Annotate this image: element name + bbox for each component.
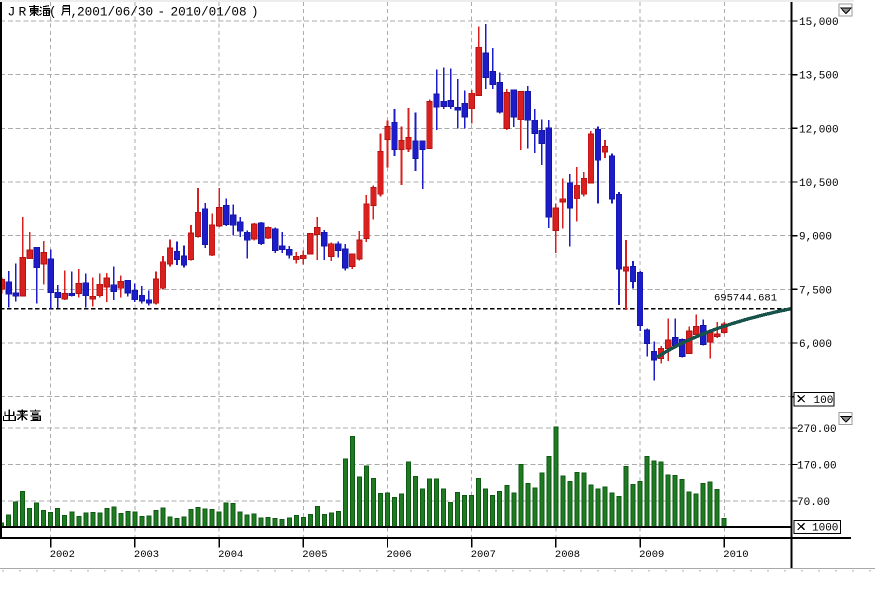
- svg-text:2010/01/08: 2010/01/08: [171, 5, 247, 20]
- svg-text:-: -: [158, 5, 166, 20]
- svg-text:2007: 2007: [471, 549, 496, 561]
- svg-text:70.00: 70.00: [797, 497, 830, 509]
- svg-text:,: ,: [71, 6, 79, 20]
- svg-text:2010: 2010: [723, 549, 748, 561]
- svg-text:6,000: 6,000: [799, 339, 832, 351]
- svg-text:695744.681: 695744.681: [714, 293, 777, 305]
- svg-text:2004: 2004: [218, 549, 243, 561]
- svg-text:170.00: 170.00: [797, 461, 837, 473]
- svg-text:10,500: 10,500: [799, 178, 839, 190]
- svg-text:2003: 2003: [134, 549, 159, 561]
- svg-text:R: R: [19, 5, 27, 20]
- svg-text:J: J: [8, 5, 16, 20]
- svg-text:2001/06/30: 2001/06/30: [77, 5, 153, 20]
- svg-text:(: (: [49, 6, 57, 20]
- svg-text:12,000: 12,000: [799, 124, 839, 136]
- svg-text:2005: 2005: [302, 549, 327, 561]
- svg-text:): ): [251, 6, 259, 20]
- svg-text:100: 100: [814, 395, 834, 407]
- svg-text:13,500: 13,500: [799, 71, 839, 83]
- svg-text:2002: 2002: [50, 549, 75, 561]
- svg-text:2009: 2009: [639, 549, 664, 561]
- svg-text:270.00: 270.00: [797, 424, 837, 436]
- svg-text:7,500: 7,500: [799, 285, 832, 297]
- svg-text:2008: 2008: [555, 549, 580, 561]
- svg-text:2006: 2006: [387, 549, 412, 561]
- svg-text:15,000: 15,000: [799, 17, 839, 29]
- svg-text:1000: 1000: [812, 523, 838, 535]
- svg-text:9,000: 9,000: [799, 232, 832, 244]
